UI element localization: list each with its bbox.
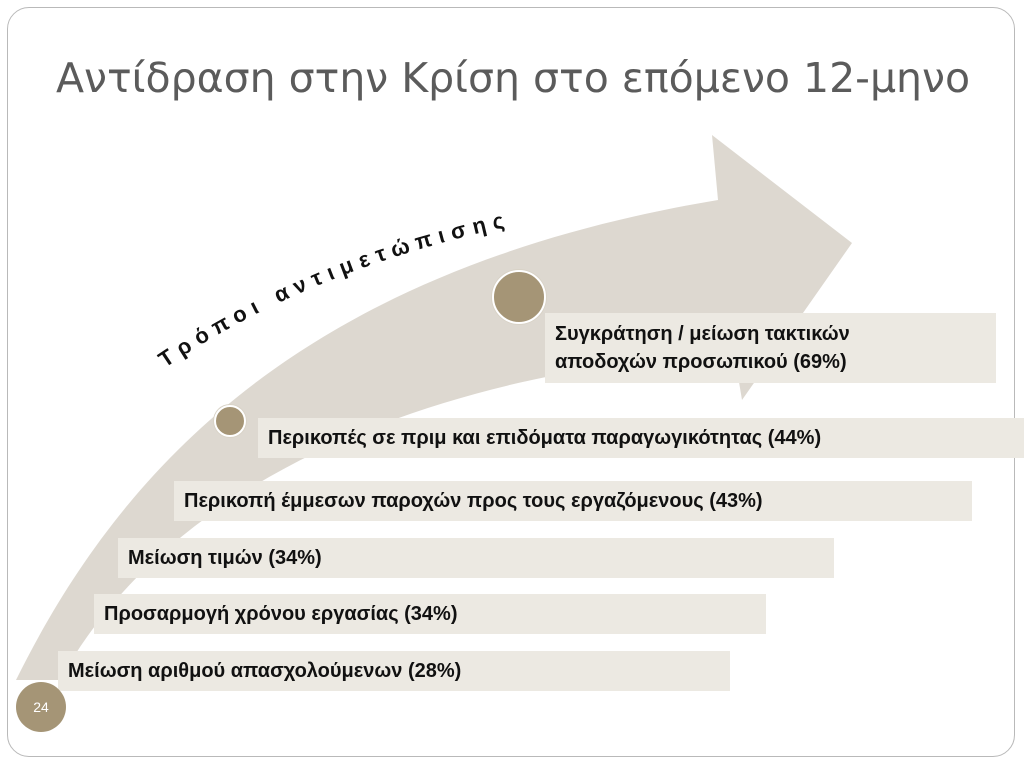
item-indirect-benefits-label: Περικοπή έμμεσων παροχών προς τους εργαζ… — [184, 490, 763, 512]
curved-arrow-shape — [16, 135, 852, 680]
item-wage-restraint-line1: Συγκράτηση / μείωση τακτικών — [555, 323, 850, 345]
item-box-wage-restraint: Συγκράτηση / μείωση τακτικών αποδοχών πρ… — [545, 313, 996, 383]
item-price-reduction-label: Μείωση τιμών (34%) — [128, 547, 322, 569]
item-box-bonus-cuts: Περικοπές σε πριμ και επιδόματα παραγωγι… — [258, 418, 1024, 458]
slide-title: Αντίδραση στην Κρίση στο επόμενο 12-μηνο — [56, 54, 971, 102]
page-number: 24 — [33, 699, 49, 715]
item-box-headcount: Μείωση αριθμού απασχολούμενων (28%) — [58, 651, 730, 691]
item-wage-restraint-line2: αποδοχών προσωπικού (69%) — [555, 351, 847, 373]
page-number-badge: 24 — [16, 682, 66, 732]
small-marker-dot — [214, 405, 246, 437]
item-box-working-time: Προσαρμογή χρόνου εργασίας (34%) — [94, 594, 766, 634]
item-headcount-label: Μείωση αριθμού απασχολούμενων (28%) — [68, 660, 462, 682]
item-box-price-reduction: Μείωση τιμών (34%) — [118, 538, 834, 578]
item-working-time-label: Προσαρμογή χρόνου εργασίας (34%) — [104, 603, 458, 625]
item-box-indirect-benefits: Περικοπή έμμεσων παροχών προς τους εργαζ… — [174, 481, 972, 521]
item-bonus-cuts-label: Περικοπές σε πριμ και επιδόματα παραγωγι… — [268, 427, 822, 449]
large-marker-dot — [492, 270, 546, 324]
item-wage-restraint-text: Συγκράτηση / μείωση τακτικών αποδοχών πρ… — [555, 320, 850, 376]
